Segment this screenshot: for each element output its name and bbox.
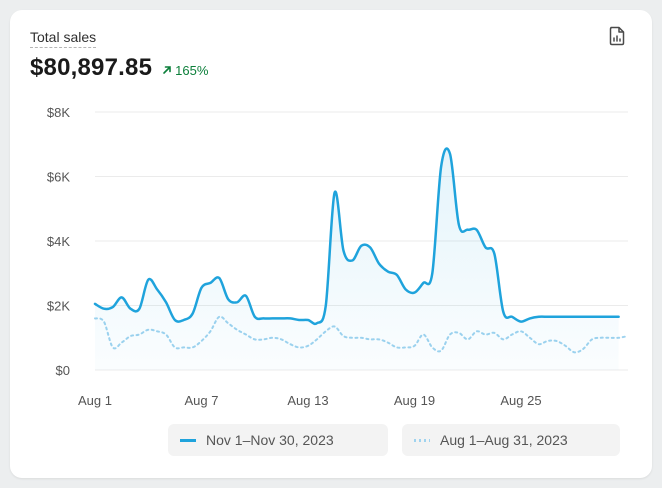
y-tick-label: $8K (47, 105, 70, 120)
change-percent: 165% (175, 62, 209, 78)
arrow-up-right-icon (163, 66, 171, 74)
legend-item-current[interactable]: Nov 1–Nov 30, 2023 (168, 424, 388, 456)
y-tick-label: $0 (56, 363, 70, 378)
legend-swatch-dotted (414, 438, 430, 442)
x-tick-label: Aug 19 (394, 393, 435, 408)
legend-item-previous[interactable]: Aug 1–Aug 31, 2023 (402, 424, 620, 456)
x-tick-label: Aug 13 (287, 393, 328, 408)
card-title[interactable]: Total sales (30, 28, 97, 48)
change-badge: 165% (162, 63, 208, 78)
report-icon[interactable] (608, 26, 626, 46)
total-sales-value: $80,897.85 (30, 54, 153, 81)
legend-swatch-solid (180, 438, 196, 442)
x-tick-label: Aug 25 (500, 393, 541, 408)
series-area-current (95, 148, 619, 370)
x-tick-label: Aug 1 (78, 393, 112, 408)
legend-label-previous: Aug 1–Aug 31, 2023 (440, 432, 568, 448)
y-tick-label: $4K (47, 234, 70, 249)
x-tick-label: Aug 7 (185, 393, 219, 408)
total-row: $80,897.85 165% (30, 54, 208, 82)
y-tick-label: $6K (47, 170, 70, 185)
legend-label-current: Nov 1–Nov 30, 2023 (206, 432, 334, 448)
series-line-current (93, 147, 620, 326)
y-tick-label: $2K (47, 299, 70, 314)
